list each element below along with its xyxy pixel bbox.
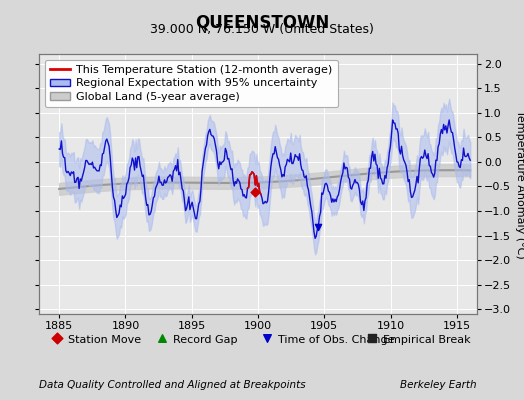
Y-axis label: Temperature Anomaly (°C): Temperature Anomaly (°C) — [515, 110, 524, 258]
Text: Station Move: Station Move — [68, 334, 141, 344]
Text: Data Quality Controlled and Aligned at Breakpoints: Data Quality Controlled and Aligned at B… — [39, 380, 306, 390]
Point — [368, 335, 376, 342]
Point — [251, 189, 259, 196]
Text: Time of Obs. Change: Time of Obs. Change — [278, 334, 394, 344]
Point — [263, 335, 271, 342]
Point — [158, 335, 166, 342]
Text: Record Gap: Record Gap — [173, 334, 237, 344]
Point — [52, 335, 61, 342]
Text: QUEENSTOWN: QUEENSTOWN — [195, 14, 329, 32]
Legend: This Temperature Station (12-month average), Regional Expectation with 95% uncer: This Temperature Station (12-month avera… — [45, 60, 338, 107]
Text: 39.000 N, 76.150 W (United States): 39.000 N, 76.150 W (United States) — [150, 23, 374, 36]
Text: Berkeley Earth: Berkeley Earth — [400, 380, 477, 390]
Text: Empirical Break: Empirical Break — [383, 334, 471, 344]
Point — [313, 224, 322, 230]
